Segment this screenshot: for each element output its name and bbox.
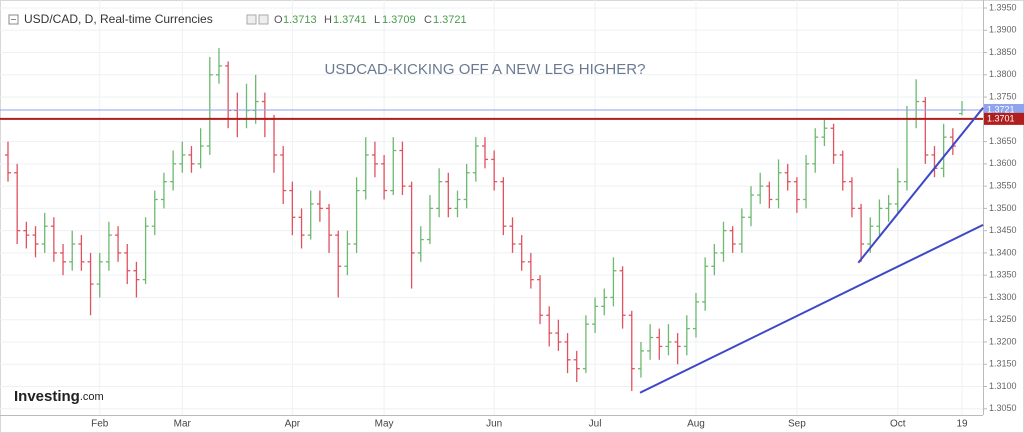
ohlc-label: C [424, 14, 432, 26]
ohlc-value: 1.3741 [333, 14, 367, 26]
collapse-icon[interactable] [8, 14, 19, 25]
x-tick-label: Oct [890, 419, 906, 430]
x-tick-label: 19 [956, 419, 968, 430]
y-tick-label: 1.3400 [989, 247, 1017, 257]
horizontal-line-box [984, 112, 1024, 125]
ohlc-label: L [374, 14, 380, 26]
x-tick-label: Apr [285, 419, 301, 430]
x-tick-label: Feb [91, 419, 109, 430]
x-tick-label: Jun [486, 419, 502, 430]
horizontal-line-label: 1.3701 [987, 113, 1015, 123]
logo: Investing.com [14, 388, 104, 405]
y-tick-label: 1.3250 [989, 314, 1017, 324]
x-tick-label: Aug [687, 419, 705, 430]
y-tick-label: 1.3900 [989, 25, 1017, 35]
y-tick-label: 1.3600 [989, 158, 1017, 168]
y-tick-label: 1.3200 [989, 336, 1017, 346]
ohlc-value: 1.3713 [283, 14, 317, 26]
logo-suffix: .com [80, 391, 104, 403]
y-tick-label: 1.3450 [989, 225, 1017, 235]
x-tick-label: Sep [788, 419, 806, 430]
y-tick-label: 1.3100 [989, 381, 1017, 391]
settings-icon[interactable] [258, 14, 269, 25]
y-tick-label: 1.3300 [989, 292, 1017, 302]
annotation: USDCAD-KICKING OFF A NEW LEG HIGHER? [325, 61, 646, 78]
trendline [639, 223, 984, 394]
ohlc-label: H [324, 14, 332, 26]
overlay: USD/CAD, D, Real-time Currencies O 1.371… [8, 12, 646, 405]
ohlc-value: 1.3721 [433, 14, 467, 26]
x-tick-label: Jul [589, 419, 602, 430]
x-tick-label: Mar [174, 419, 192, 430]
ohlc-label: O [274, 14, 283, 26]
symbol-title: USD/CAD, D, Real-time Currencies [24, 12, 213, 26]
trendline [857, 107, 984, 264]
y-tick-label: 1.3750 [989, 91, 1017, 101]
y-tick-label: 1.3850 [989, 47, 1017, 57]
ohlc-value: 1.3709 [382, 14, 416, 26]
y-tick-label: 1.3650 [989, 136, 1017, 146]
last-price-label: 1.3721 [987, 104, 1015, 114]
x-tick-label: May [375, 419, 394, 430]
logo-name: Investing [14, 388, 80, 405]
settings-icon[interactable] [246, 14, 257, 25]
y-tick-label: 1.3550 [989, 181, 1017, 191]
y-tick-label: 1.3050 [989, 403, 1017, 413]
y-tick-label: 1.3350 [989, 270, 1017, 280]
y-tick-label: 1.3950 [989, 2, 1017, 12]
y-tick-label: 1.3150 [989, 359, 1017, 369]
y-tick-label: 1.3800 [989, 69, 1017, 79]
y-tick-label: 1.3500 [989, 203, 1017, 213]
